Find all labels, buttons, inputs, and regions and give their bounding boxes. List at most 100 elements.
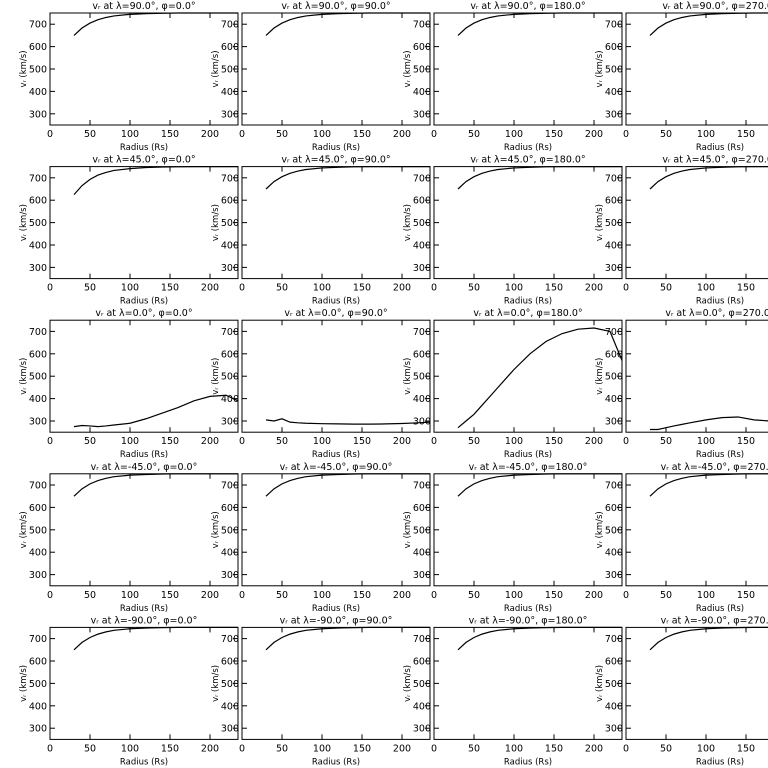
y-axis-label: vᵣ (km/s) — [595, 204, 605, 241]
x-tick-label: 200 — [201, 743, 219, 754]
y-tick-label: 600 — [605, 657, 623, 668]
y-tick-label: 300 — [413, 724, 431, 735]
chart-title: vᵣ at λ=-90.0°, φ=0.0° — [91, 615, 198, 626]
x-tick-label: 150 — [353, 283, 371, 294]
y-tick-label: 500 — [413, 679, 431, 690]
y-tick-label: 400 — [605, 394, 623, 405]
y-tick-label: 400 — [29, 241, 47, 252]
y-tick-label: 700 — [29, 481, 47, 492]
chart-title: vᵣ at λ=45.0°, φ=270.0° — [662, 155, 768, 166]
y-tick-label: 400 — [221, 87, 239, 98]
y-tick-label: 600 — [605, 349, 623, 360]
y-tick-label: 500 — [29, 525, 47, 536]
y-tick-label: 600 — [221, 42, 239, 53]
data-line — [649, 626, 768, 651]
x-tick-label: 50 — [276, 283, 288, 294]
y-tick-label: 300 — [605, 109, 623, 120]
y-tick-label: 700 — [413, 481, 431, 492]
x-tick-label: 150 — [161, 436, 179, 447]
plot-frame — [49, 319, 239, 433]
x-tick-label: 0 — [431, 283, 437, 294]
x-tick-label: 150 — [353, 590, 371, 601]
x-tick-label: 200 — [393, 129, 411, 140]
x-tick-label: 100 — [505, 590, 523, 601]
x-tick-label: 100 — [313, 283, 331, 294]
x-tick-label: 200 — [585, 129, 603, 140]
y-tick-label: 400 — [605, 87, 623, 98]
chart-title: vᵣ at λ=0.0°, φ=0.0° — [95, 308, 192, 319]
y-tick-label: 600 — [221, 196, 239, 207]
y-tick-label: 500 — [605, 218, 623, 229]
y-tick-label: 600 — [413, 657, 431, 668]
y-tick-label: 400 — [413, 87, 431, 98]
y-tick-label: 500 — [605, 679, 623, 690]
chart-title: vᵣ at λ=0.0°, φ=270.0° — [665, 308, 768, 319]
y-tick-label: 400 — [605, 701, 623, 712]
y-tick-label: 600 — [413, 503, 431, 514]
y-tick-label: 700 — [605, 20, 623, 31]
chart-title: vᵣ at λ=-45.0°, φ=270.0° — [661, 462, 768, 473]
x-tick-label: 0 — [431, 743, 437, 754]
y-tick-label: 400 — [413, 394, 431, 405]
y-tick-label: 700 — [221, 20, 239, 31]
x-tick-label: 100 — [697, 436, 715, 447]
y-tick-label: 300 — [29, 570, 47, 581]
x-tick-label: 100 — [505, 436, 523, 447]
x-tick-label: 150 — [545, 283, 563, 294]
y-tick-label: 600 — [413, 42, 431, 53]
x-tick-label: 200 — [393, 283, 411, 294]
x-axis-label: Radius (Rs) — [504, 757, 552, 767]
plot-frame — [241, 473, 431, 587]
x-axis-label: Radius (Rs) — [312, 450, 360, 460]
y-tick-label: 500 — [29, 218, 47, 229]
x-tick-label: 150 — [737, 743, 755, 754]
chart-title: vᵣ at λ=90.0°, φ=0.0° — [92, 1, 195, 12]
y-tick-label: 400 — [29, 701, 47, 712]
y-tick-label: 700 — [221, 481, 239, 492]
chart-title: vᵣ at λ=90.0°, φ=270.0° — [662, 1, 768, 12]
x-tick-label: 100 — [697, 590, 715, 601]
y-tick-label: 400 — [29, 548, 47, 559]
data-line — [73, 473, 238, 497]
y-tick-label: 500 — [413, 525, 431, 536]
x-tick-label: 50 — [84, 436, 96, 447]
y-tick-label: 400 — [413, 241, 431, 252]
y-tick-label: 400 — [221, 701, 239, 712]
y-tick-label: 300 — [221, 724, 239, 735]
data-line — [265, 166, 430, 190]
x-tick-label: 0 — [623, 283, 629, 294]
x-tick-label: 0 — [239, 283, 245, 294]
x-tick-label: 200 — [393, 436, 411, 447]
x-tick-label: 150 — [545, 129, 563, 140]
x-tick-label: 50 — [468, 590, 480, 601]
data-line — [650, 416, 768, 431]
x-tick-label: 50 — [276, 436, 288, 447]
x-tick-label: 0 — [239, 590, 245, 601]
y-tick-label: 600 — [221, 349, 239, 360]
x-tick-label: 100 — [313, 129, 331, 140]
y-tick-label: 400 — [413, 548, 431, 559]
data-line — [457, 626, 622, 651]
x-axis-label: Radius (Rs) — [696, 297, 744, 307]
data-line — [265, 626, 430, 651]
y-axis-label: vᵣ (km/s) — [403, 511, 413, 548]
y-tick-label: 500 — [221, 679, 239, 690]
x-tick-label: 50 — [660, 743, 672, 754]
x-axis-label: Radius (Rs) — [120, 604, 168, 614]
x-tick-label: 0 — [431, 590, 437, 601]
x-tick-label: 200 — [201, 436, 219, 447]
y-axis-label: vᵣ (km/s) — [403, 50, 413, 87]
x-axis-label: Radius (Rs) — [696, 757, 744, 767]
y-tick-label: 700 — [221, 327, 239, 338]
x-tick-label: 100 — [121, 283, 139, 294]
x-tick-label: 0 — [623, 436, 629, 447]
x-tick-label: 100 — [313, 590, 331, 601]
y-tick-label: 500 — [29, 65, 47, 76]
y-tick-label: 400 — [605, 548, 623, 559]
y-tick-label: 500 — [413, 218, 431, 229]
y-tick-label: 300 — [605, 263, 623, 274]
x-axis-label: Radius (Rs) — [312, 297, 360, 307]
y-tick-label: 700 — [413, 173, 431, 184]
x-axis-label: Radius (Rs) — [504, 143, 552, 153]
chart-title: vᵣ at λ=0.0°, φ=180.0° — [473, 308, 582, 319]
